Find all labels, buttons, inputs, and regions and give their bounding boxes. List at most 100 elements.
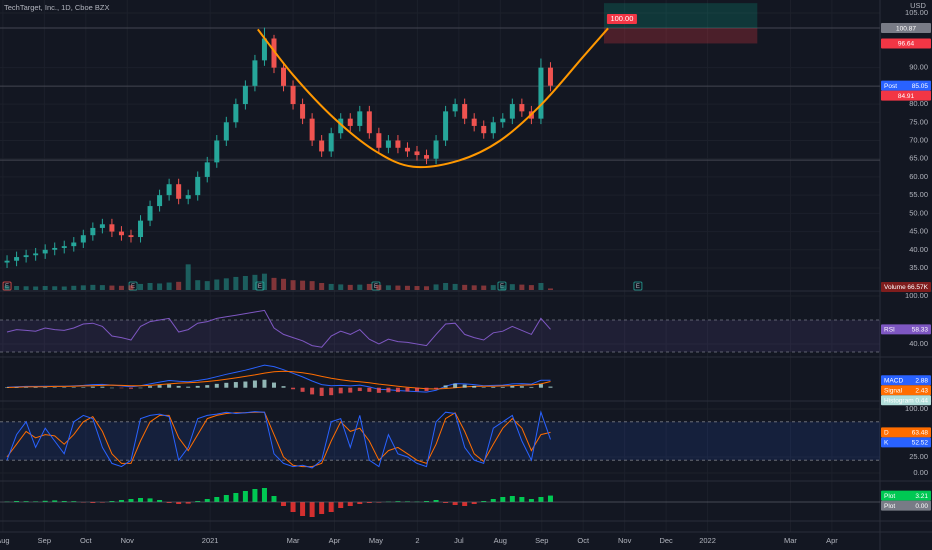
value-tag <box>881 324 931 335</box>
histogram-bar <box>186 386 191 388</box>
indicator-line <box>6 309 551 348</box>
histogram-bar <box>71 387 76 388</box>
value-tag-value: 96.64 <box>898 41 915 48</box>
value-tag-value: 100.87 <box>896 25 916 32</box>
oscillator-bar <box>528 499 534 502</box>
volume-bar <box>80 285 86 290</box>
histogram-bar <box>529 386 534 388</box>
candle-body <box>147 206 153 221</box>
volume-bar <box>14 286 20 290</box>
oscillator-bar <box>347 502 353 506</box>
histogram-bar <box>14 387 19 388</box>
oscillator-bar <box>357 502 363 504</box>
volume-bar <box>433 284 439 290</box>
value-tag-name: K <box>884 440 889 447</box>
value-tag-name: Post <box>884 83 897 90</box>
volume-bar <box>185 264 191 290</box>
volume-bar <box>347 284 353 290</box>
x-tick-label: Apr <box>826 536 838 545</box>
candle-body <box>547 67 553 86</box>
oscillator-bar <box>338 502 344 508</box>
y-tick-label: 40.00 <box>909 245 928 254</box>
histogram-bar <box>338 387 343 394</box>
y-tick-label: 100.00 <box>905 291 928 300</box>
histogram-bar <box>24 387 29 388</box>
oscillator-bar <box>395 501 401 502</box>
oscillator-bar <box>195 501 201 502</box>
oscillator-bar <box>500 497 506 502</box>
candle-body <box>500 118 506 123</box>
oscillator-bar <box>547 495 553 502</box>
histogram-bar <box>205 385 210 388</box>
candle-body <box>319 140 325 152</box>
candle-body <box>385 140 391 148</box>
histogram-bar <box>128 387 133 389</box>
volume-bar <box>109 285 115 290</box>
histogram-bar <box>109 387 114 389</box>
volume-bar <box>261 273 267 290</box>
oscillator-bar <box>366 502 372 503</box>
y-tick-label: 105.00 <box>905 8 928 17</box>
position-label: 100.00 <box>610 14 633 23</box>
candle-body <box>481 125 487 134</box>
volume-bar <box>233 276 239 290</box>
candle-body <box>404 147 410 152</box>
oscillator-bar <box>42 500 48 502</box>
value-tag-value: 0.44 <box>915 398 928 405</box>
oscillator-bar <box>490 499 496 502</box>
oscillator-bar <box>300 502 306 516</box>
value-tag <box>881 90 931 101</box>
oscillator-bar <box>166 502 172 503</box>
candle-body <box>80 235 86 243</box>
histogram-bar <box>167 384 172 388</box>
candle-body <box>300 104 306 119</box>
x-tick-label: Oct <box>577 536 590 545</box>
volume-bar <box>71 285 77 290</box>
candle-body <box>271 38 277 68</box>
volume-bar <box>528 285 534 290</box>
x-tick-label: Jul <box>454 536 464 545</box>
indicator-line <box>6 364 551 393</box>
volume-bar <box>481 285 487 290</box>
oscillator-bar <box>176 502 182 504</box>
histogram-bar <box>510 385 515 388</box>
volume-bar <box>290 280 296 290</box>
oscillator-bar <box>271 496 277 502</box>
candle-body <box>452 104 458 112</box>
histogram-bar <box>81 387 86 388</box>
histogram-bar <box>138 387 143 389</box>
candle-body <box>261 38 267 61</box>
earnings-label: E <box>258 284 262 290</box>
volume-bar <box>138 283 144 290</box>
value-tag <box>881 23 931 34</box>
volume-bar <box>509 284 515 290</box>
x-tick-label: Dec <box>659 536 673 545</box>
x-tick-label: Apr <box>329 536 341 545</box>
volume-bar <box>519 284 525 290</box>
candle-body <box>424 155 430 159</box>
x-tick-label: Nov <box>618 536 632 545</box>
candle-body <box>252 60 258 86</box>
value-tag-name: Signal <box>884 388 903 395</box>
y-tick-label: 50.00 <box>909 208 928 217</box>
volume-bar <box>195 280 201 290</box>
oscillator-bar <box>71 501 77 502</box>
candle-body <box>376 133 382 148</box>
volume-bar <box>385 285 391 290</box>
volume-bar <box>462 284 468 290</box>
oscillator-bar <box>443 502 449 503</box>
x-tick-label: Aug <box>494 536 507 545</box>
candle-body <box>4 260 10 263</box>
volume-bar <box>23 286 29 290</box>
histogram-bar <box>233 382 238 388</box>
value-tag <box>881 490 931 501</box>
histogram-bar <box>414 387 419 392</box>
histogram-bar <box>386 387 391 393</box>
histogram-bar <box>472 385 477 388</box>
candle-body <box>347 118 353 126</box>
y-tick-label: 75.00 <box>909 117 928 126</box>
volume-bar <box>61 286 67 290</box>
volume-bar <box>300 280 306 290</box>
value-tag-value: 52.52 <box>912 440 929 447</box>
